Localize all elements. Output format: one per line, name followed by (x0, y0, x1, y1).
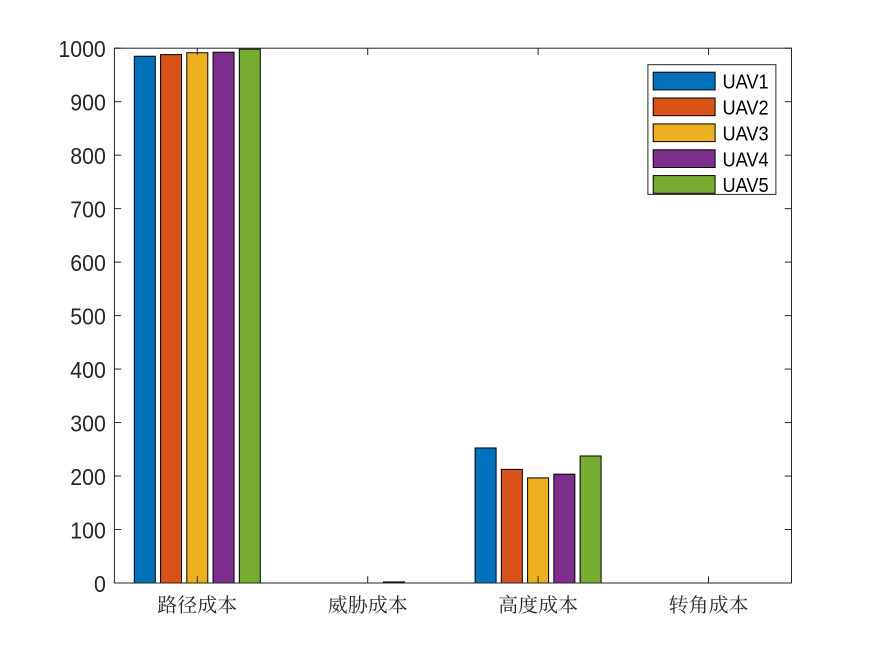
svg-text:UAV4: UAV4 (723, 150, 770, 172)
svg-text:UAV3: UAV3 (723, 124, 769, 146)
svg-text:UAV2: UAV2 (723, 98, 769, 120)
svg-text:400: 400 (70, 357, 106, 383)
svg-text:0: 0 (94, 571, 106, 597)
svg-text:200: 200 (70, 464, 106, 490)
svg-text:700: 700 (70, 197, 106, 223)
svg-text:100: 100 (70, 518, 106, 544)
svg-text:1000: 1000 (58, 36, 105, 62)
svg-text:UAV1: UAV1 (723, 72, 769, 94)
svg-text:300: 300 (70, 411, 106, 437)
svg-text:UAV5: UAV5 (723, 175, 769, 197)
svg-text:800: 800 (70, 143, 106, 169)
svg-text:500: 500 (70, 304, 106, 330)
svg-text:600: 600 (70, 250, 106, 276)
svg-text:900: 900 (70, 90, 106, 116)
